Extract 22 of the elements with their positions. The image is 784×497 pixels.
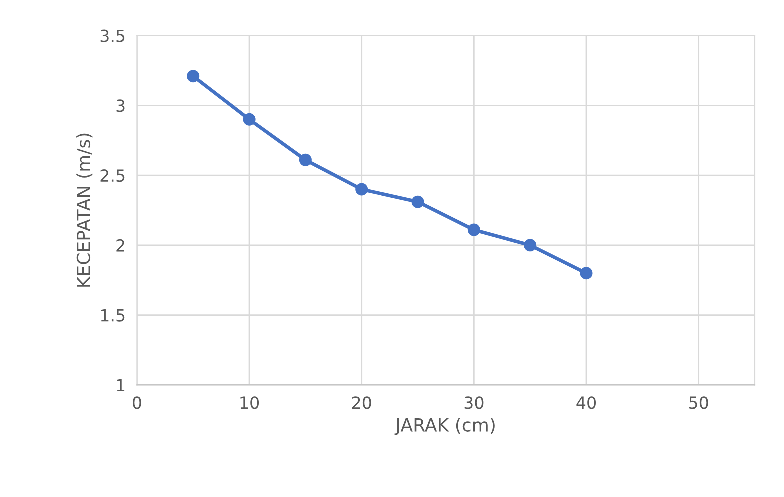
point — [356, 183, 368, 196]
y-tick-label: 1.5 — [101, 309, 125, 322]
y-tick-label: 2.5 — [100, 170, 125, 182]
point — [412, 196, 424, 208]
x-tick-label: 10 — [240, 396, 260, 410]
point — [468, 224, 480, 236]
point — [524, 239, 537, 252]
y-tick-label: 3 — [116, 100, 125, 112]
point — [299, 154, 312, 166]
x-axis-title: JARAK (cm) — [394, 418, 495, 436]
y-tick-label: 2 — [116, 239, 124, 252]
x-tick-label: 30 — [464, 396, 484, 410]
y-axis-title: KECEPATAN (m/s) — [76, 134, 93, 287]
point — [187, 70, 200, 83]
x-tick-label: 20 — [352, 396, 372, 410]
x-tick-label: 40 — [576, 396, 596, 410]
y-tick-label: 1 — [117, 379, 125, 392]
x-tick-label: 50 — [690, 396, 708, 410]
point — [243, 113, 256, 126]
point — [580, 267, 593, 280]
x-tick-label: 0 — [132, 396, 142, 410]
y-tick-label: 3.5 — [100, 30, 125, 42]
